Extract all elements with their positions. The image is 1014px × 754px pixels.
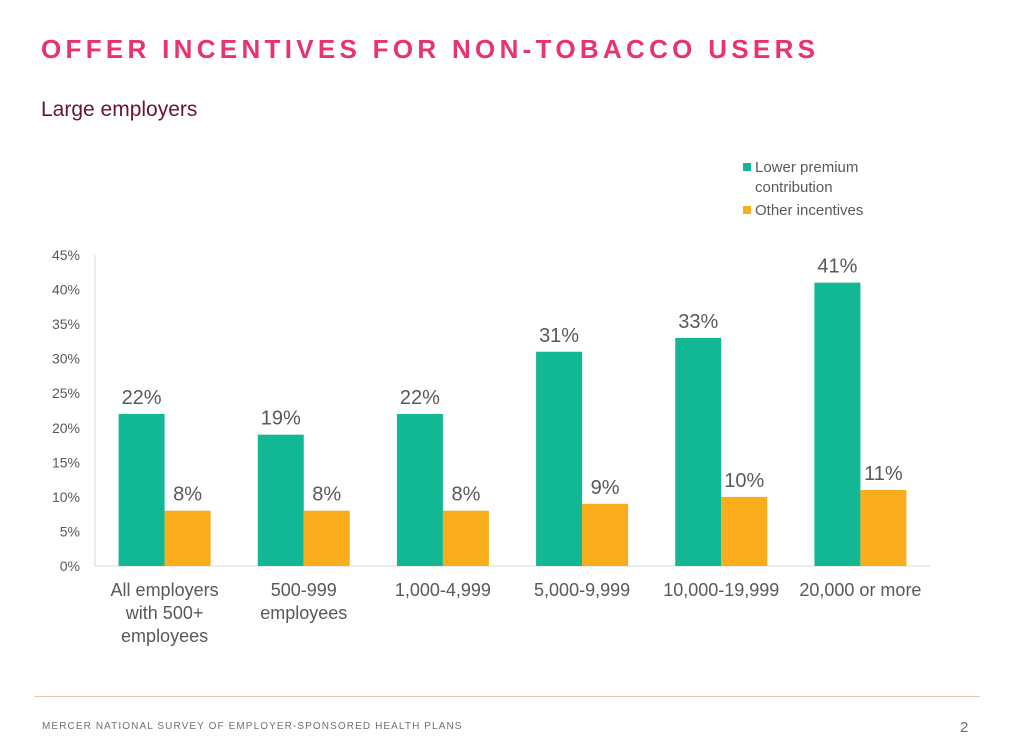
- x-category-label-line: 20,000 or more: [799, 580, 921, 600]
- y-tick-label: 15%: [52, 454, 80, 470]
- legend-label: contribution: [755, 179, 833, 196]
- data-label: 8%: [451, 484, 480, 506]
- x-category-label: 1,000-4,999: [395, 580, 491, 600]
- legend-label: Lower premium: [755, 159, 858, 176]
- x-category-label-line: 500-999: [271, 580, 337, 600]
- slide-subtitle: Large employers: [41, 98, 198, 121]
- bar-other-incentives: [164, 510, 211, 566]
- bar-lower-premium: [675, 337, 722, 566]
- page-number: 2: [960, 719, 969, 736]
- bar-lower-premium: [118, 413, 165, 566]
- x-category-label: 500-999 employees: [260, 580, 347, 623]
- data-label: 19%: [261, 408, 301, 430]
- bar-lower-premium: [814, 282, 861, 566]
- x-category-label-line: with 500+: [125, 603, 204, 623]
- footer-divider: [34, 696, 980, 697]
- y-tick-label: 10%: [52, 489, 80, 505]
- data-label: 31%: [539, 325, 579, 347]
- y-tick-label: 30%: [52, 351, 80, 367]
- data-label: 8%: [173, 484, 202, 506]
- x-category-label-line: employees: [260, 603, 347, 623]
- data-label: 22%: [122, 387, 162, 409]
- x-category-label: 20,000 or more: [799, 580, 921, 600]
- y-tick-label: 25%: [52, 385, 80, 401]
- data-label: 22%: [400, 387, 440, 409]
- data-label: 10%: [724, 470, 764, 492]
- bar-other-incentives: [721, 496, 768, 566]
- data-label: 8%: [312, 484, 341, 506]
- x-category-label-line: All employers: [111, 580, 219, 600]
- data-label: 41%: [817, 256, 857, 278]
- y-tick-label: 5%: [60, 523, 80, 539]
- bar-other-incentives: [582, 503, 629, 566]
- y-tick-label: 0%: [60, 558, 80, 574]
- footer-text: MERCER NATIONAL SURVEY OF EMPLOYER-SPONS…: [42, 721, 463, 732]
- x-category-label: 10,000-19,999: [663, 580, 779, 600]
- y-tick-label: 20%: [52, 420, 80, 436]
- x-category-label-line: employees: [121, 626, 208, 646]
- legend-swatch: [743, 206, 751, 214]
- data-label: 9%: [591, 477, 620, 499]
- bar-other-incentives: [442, 510, 489, 566]
- y-tick-label: 40%: [52, 282, 80, 298]
- bar-other-incentives: [303, 510, 350, 566]
- bar-other-incentives: [860, 489, 907, 566]
- x-category-label-line: 5,000-9,999: [534, 580, 630, 600]
- data-label: 11%: [864, 463, 903, 485]
- x-category-label: 5,000-9,999: [534, 580, 630, 600]
- legend-label: Other incentives: [755, 202, 863, 219]
- bar-lower-premium: [396, 413, 443, 566]
- x-category-label: All employers with 500+ employees: [111, 580, 219, 646]
- bar-lower-premium: [536, 351, 583, 566]
- legend-swatch: [743, 163, 751, 171]
- slide-title: OFFER INCENTIVES FOR NON-TOBACCO USERS: [41, 34, 820, 64]
- y-tick-label: 35%: [52, 316, 80, 332]
- x-category-label-line: 10,000-19,999: [663, 580, 779, 600]
- bar-lower-premium: [257, 434, 304, 566]
- data-label: 33%: [678, 311, 718, 333]
- x-category-label-line: 1,000-4,999: [395, 580, 491, 600]
- y-tick-label: 45%: [52, 247, 80, 263]
